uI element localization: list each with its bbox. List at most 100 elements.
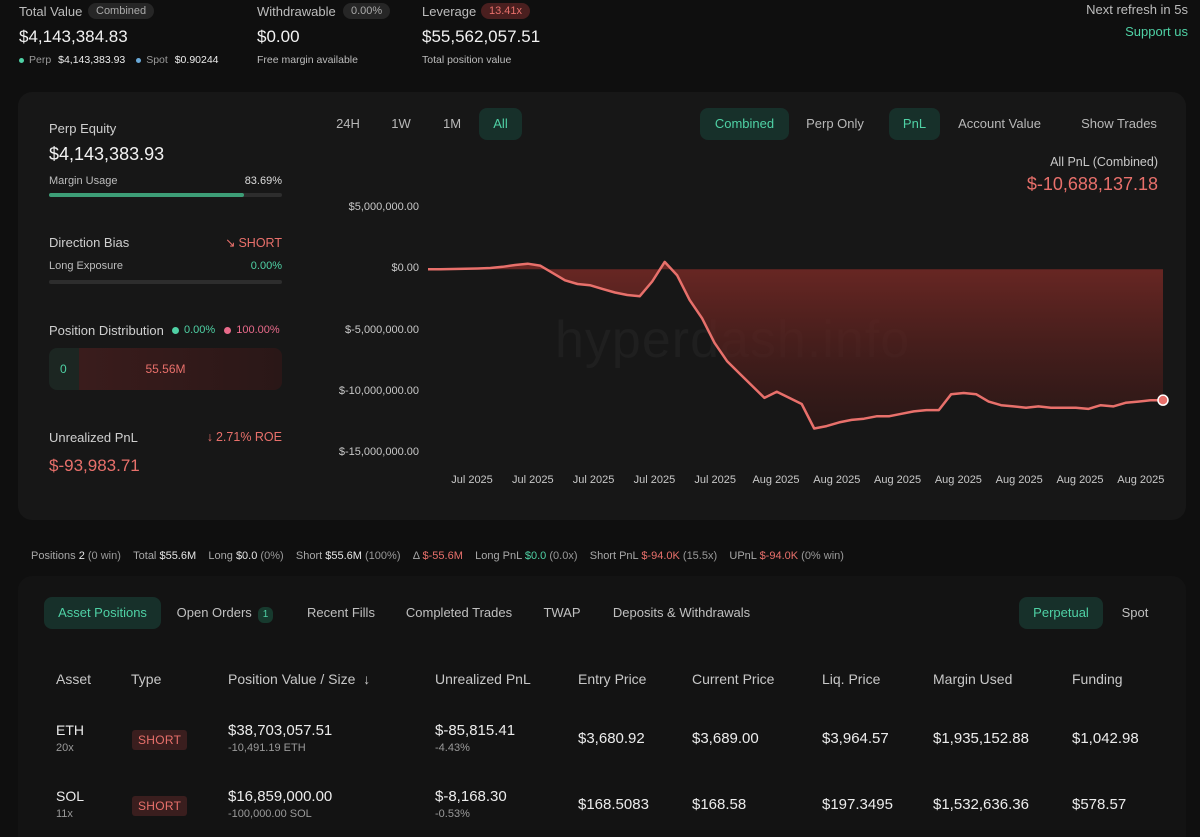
support-link[interactable]: Support us xyxy=(1125,24,1188,39)
range-1w-button[interactable]: 1W xyxy=(391,116,411,131)
col-unrealized-pnl[interactable]: Unrealized PnL xyxy=(435,671,531,687)
metric-account-value-button[interactable]: Account Value xyxy=(958,116,1041,131)
range-1m-button[interactable]: 1M xyxy=(442,116,462,131)
y-tick-label: $-5,000,000.00 xyxy=(344,323,419,336)
x-tick-label: Aug 2025 xyxy=(934,474,982,486)
pnl-endpoint[interactable] xyxy=(1157,394,1169,406)
leverage-label: Leverage xyxy=(422,4,477,19)
col-margin-used[interactable]: Margin Used xyxy=(933,671,1013,687)
perp-equity-value: $4,143,383.93 xyxy=(49,144,165,164)
total-value-badge: Combined xyxy=(88,3,155,19)
x-tick-label: Aug 2025 xyxy=(752,474,800,486)
refresh-timer: Next refresh in 5s xyxy=(1086,2,1188,17)
x-tick-label: Aug 2025 xyxy=(1117,474,1165,486)
total-value-label: Total Value xyxy=(19,4,83,19)
tab-asset-positions[interactable]: Asset Positions xyxy=(44,597,161,629)
spot-dot-icon xyxy=(136,57,142,63)
short-dot-icon xyxy=(224,326,232,334)
show-trades-button[interactable]: Show Trades xyxy=(1081,116,1157,131)
unrealized-pnl: $-8,168.30 xyxy=(435,788,507,805)
col-position-value[interactable]: Position Value / Size ↓ xyxy=(228,671,371,687)
chart-headline-label: All PnL (Combined) xyxy=(1050,155,1158,169)
metric-pnl-button[interactable]: PnL xyxy=(889,108,940,140)
col-asset[interactable]: Asset xyxy=(56,671,92,687)
x-tick-label: Aug 2025 xyxy=(874,474,922,486)
position-stats-bar: Positions 2 (0 win) Total $55.6M Long $0… xyxy=(31,550,844,562)
margin-usage-value: 83.69% xyxy=(244,175,282,187)
leverage-badge: 13.41x xyxy=(481,3,531,19)
x-tick-label: Aug 2025 xyxy=(813,474,861,486)
distribution-long-segment: 0 xyxy=(49,348,79,390)
position-size: -10,491.19 ETH xyxy=(228,742,306,754)
asset-name: ETH xyxy=(56,722,84,738)
perp-spot-breakdown: Perp $4,143,383.93 Spot $0.90244 xyxy=(19,54,219,66)
tab-open-orders[interactable]: Open Orders 1 xyxy=(170,597,280,629)
direction-bias-label: Direction Bias xyxy=(49,235,130,250)
x-tick-label: Aug 2025 xyxy=(995,474,1043,486)
entry-price: $168.5083 xyxy=(578,796,649,813)
unrealized-pnl-pct: -4.43% xyxy=(435,742,470,754)
long-dot-icon xyxy=(172,326,179,334)
position-value: $16,859,000.00 xyxy=(228,788,333,805)
distribution-short-segment: 55.56M xyxy=(79,348,282,390)
tab-twap[interactable]: TWAP xyxy=(543,605,581,620)
perp-dot-icon xyxy=(19,57,24,63)
asset-leverage: 11x xyxy=(56,808,73,820)
direction-bias-value: ↘ SHORT xyxy=(224,236,282,250)
chart-headline-value: $-10,688,137.18 xyxy=(1026,174,1158,194)
withdrawable-sub: Free margin available xyxy=(257,54,358,66)
x-tick-label: Jul 2025 xyxy=(633,474,676,486)
short-badge: SHORT xyxy=(132,730,188,750)
mode-perp-only-button[interactable]: Perp Only xyxy=(806,116,864,131)
pnl-line xyxy=(428,260,1164,430)
x-tick-label: Jul 2025 xyxy=(451,474,493,486)
trend-down-icon: ↘ xyxy=(224,236,236,250)
mode-combined-button[interactable]: Combined xyxy=(700,108,789,140)
distribution-legend: 0.00% 100.00% xyxy=(172,324,280,336)
unrealized-pnl-label: Unrealized PnL xyxy=(49,430,138,445)
col-current-price[interactable]: Current Price xyxy=(692,671,775,687)
position-value: $38,703,057.51 xyxy=(228,722,333,739)
long-exposure-value: 0.00% xyxy=(250,260,282,272)
tab-deposits-withdrawals[interactable]: Deposits & Withdrawals xyxy=(612,605,751,620)
long-exposure-bar xyxy=(49,280,282,284)
long-exposure-label: Long Exposure xyxy=(49,260,123,272)
withdrawable-label: Withdrawable xyxy=(257,4,336,19)
arrow-down-icon: ↓ xyxy=(206,430,213,444)
unrealized-pnl-pct: -0.53% xyxy=(435,808,470,820)
position-distribution-label: Position Distribution xyxy=(49,323,164,338)
col-type[interactable]: Type xyxy=(131,671,162,687)
x-tick-label: Jul 2025 xyxy=(512,474,554,486)
liq-price: $3,964.57 xyxy=(822,730,889,747)
distribution-bar: 0 55.56M xyxy=(49,348,282,390)
tab-perpetual[interactable]: Perpetual xyxy=(1019,597,1103,629)
x-tick-label: Aug 2025 xyxy=(1056,474,1104,486)
range-all-button[interactable]: All xyxy=(479,108,522,140)
position-size: -100,000.00 SOL xyxy=(228,808,312,820)
current-price: $3,689.00 xyxy=(692,730,759,747)
margin-usage-bar xyxy=(49,193,282,197)
tab-completed-trades[interactable]: Completed Trades xyxy=(405,605,513,620)
liq-price: $197.3495 xyxy=(822,796,893,813)
y-tick-label: $-10,000,000.00 xyxy=(338,384,419,397)
tab-recent-fills[interactable]: Recent Fills xyxy=(307,605,375,620)
margin-used: $1,935,152.88 xyxy=(933,730,1029,747)
range-24h-button[interactable]: 24H xyxy=(336,116,360,131)
asset-name: SOL xyxy=(56,788,85,804)
pnl-area xyxy=(428,261,1163,429)
x-tick-label: Jul 2025 xyxy=(694,474,736,486)
pnl-chart-svg xyxy=(428,260,1169,430)
unrealized-pnl-value: $-93,983.71 xyxy=(49,456,140,475)
leverage-value: $55,562,057.51 xyxy=(422,27,541,46)
funding: $1,042.98 xyxy=(1072,730,1139,747)
col-liq-price[interactable]: Liq. Price xyxy=(822,671,881,687)
y-tick-label: $0.00 xyxy=(391,262,419,275)
sort-desc-icon: ↓ xyxy=(363,671,371,687)
col-entry-price[interactable]: Entry Price xyxy=(578,671,647,687)
margin-usage-fill xyxy=(49,193,244,197)
col-funding[interactable]: Funding xyxy=(1072,671,1123,687)
tab-spot[interactable]: Spot xyxy=(1121,605,1149,620)
y-tick-label: $-15,000,000.00 xyxy=(338,446,419,458)
current-price: $168.58 xyxy=(692,796,747,813)
short-badge: SHORT xyxy=(132,796,188,816)
